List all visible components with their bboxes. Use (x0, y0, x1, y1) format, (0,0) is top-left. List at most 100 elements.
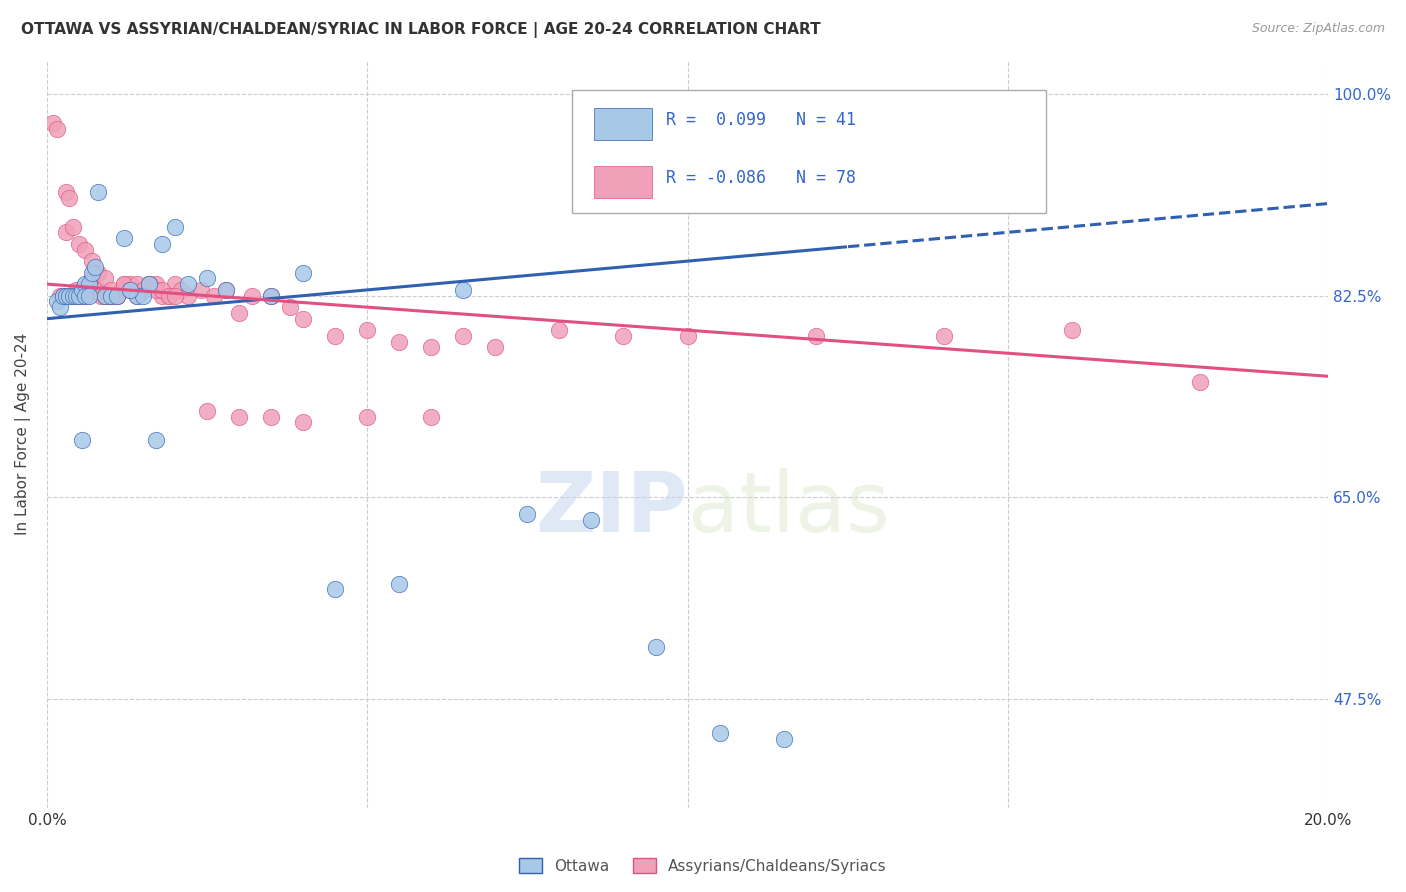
Point (138, 277, 160, 292)
Point (150, 236, 173, 251)
Point (70, 283, 93, 297)
Point (138, 277, 160, 292)
Point (107, 288, 129, 302)
Point (190, 283, 212, 297)
Point (55, 185, 77, 199)
Point (90, 288, 112, 302)
Point (260, 409, 283, 424)
Legend: Ottawa, Assyrians/Chaldeans/Syriacs: Ottawa, Assyrians/Chaldeans/Syriacs (513, 852, 893, 880)
FancyBboxPatch shape (572, 89, 1046, 213)
Point (97, 288, 120, 302)
Point (93, 288, 115, 302)
Point (165, 277, 187, 292)
Point (453, 283, 475, 297)
Point (202, 288, 225, 302)
Point (1060, 323, 1083, 337)
Bar (593, 108, 652, 140)
Point (107, 288, 129, 302)
Y-axis label: In Labor Force | Age 20-24: In Labor Force | Age 20-24 (15, 333, 31, 535)
Point (49, 288, 72, 302)
Point (67, 236, 90, 251)
Point (112, 231, 135, 245)
Point (260, 288, 283, 302)
Point (62, 288, 84, 302)
Point (356, 409, 378, 424)
Point (323, 329, 346, 343)
Point (548, 323, 571, 337)
Point (420, 409, 443, 424)
Point (138, 277, 160, 292)
Point (125, 288, 148, 302)
Point (292, 266, 315, 280)
Point (65, 283, 87, 297)
Point (150, 288, 173, 302)
Point (75, 243, 97, 257)
Point (80, 254, 103, 268)
Point (70, 288, 93, 302)
Point (145, 277, 167, 292)
Point (280, 300, 302, 314)
Point (87, 266, 110, 280)
Point (100, 288, 122, 302)
Point (292, 415, 315, 429)
Point (120, 277, 142, 292)
Text: Source: ZipAtlas.com: Source: ZipAtlas.com (1251, 22, 1385, 36)
Point (292, 311, 315, 326)
Point (932, 329, 955, 343)
Point (484, 341, 506, 355)
Point (84, 260, 107, 274)
Point (228, 409, 250, 424)
Point (120, 283, 142, 297)
Point (145, 433, 167, 447)
Point (581, 513, 603, 527)
Point (388, 334, 411, 349)
Point (100, 283, 122, 297)
Point (77, 277, 100, 292)
Point (87, 283, 110, 297)
Point (157, 288, 180, 302)
Point (132, 283, 155, 297)
Point (170, 283, 193, 297)
Text: ZIP: ZIP (536, 468, 688, 549)
Point (177, 277, 200, 292)
Point (112, 277, 135, 292)
Point (70, 433, 93, 447)
Point (58, 191, 80, 205)
Point (150, 283, 173, 297)
Point (45, 294, 67, 309)
Point (240, 288, 263, 302)
Point (388, 576, 411, 591)
Point (228, 306, 250, 320)
Point (215, 283, 238, 297)
Point (323, 582, 346, 597)
Point (62, 219, 84, 234)
Point (87, 185, 110, 199)
Point (77, 288, 100, 302)
Point (157, 288, 180, 302)
Text: R =  0.099   N = 41: R = 0.099 N = 41 (666, 111, 856, 128)
Point (177, 288, 200, 302)
Point (93, 271, 115, 285)
Point (75, 288, 97, 302)
Point (709, 726, 731, 740)
Point (75, 288, 97, 302)
Point (45, 121, 67, 136)
Point (804, 329, 827, 343)
Point (420, 341, 443, 355)
Point (112, 277, 135, 292)
Point (1189, 375, 1212, 389)
Point (58, 288, 80, 302)
Point (132, 288, 155, 302)
Point (80, 271, 103, 285)
Point (103, 288, 125, 302)
Point (67, 288, 90, 302)
Point (644, 640, 666, 654)
Point (107, 288, 129, 302)
Point (52, 288, 75, 302)
Text: R = -0.086   N = 78: R = -0.086 N = 78 (666, 169, 856, 186)
Point (772, 731, 794, 746)
Point (612, 329, 634, 343)
Point (84, 266, 107, 280)
Point (110, 283, 132, 297)
Point (42, 116, 65, 130)
